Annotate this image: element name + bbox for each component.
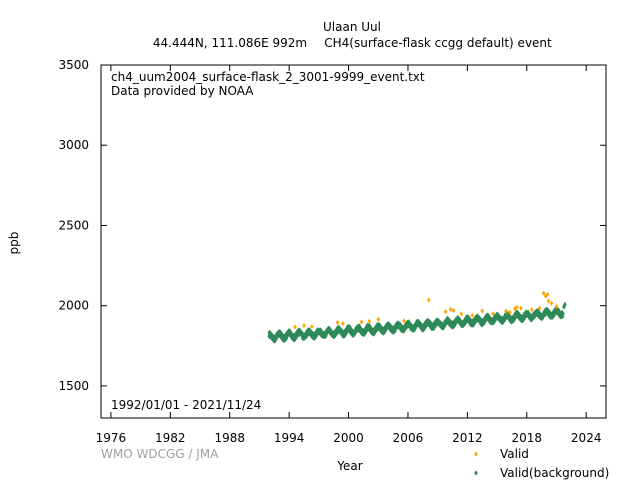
data-point-valid [545,291,550,298]
data-point-valid-background [431,326,436,332]
y-axis-label: ppb [7,232,21,255]
data-point-valid [508,309,512,316]
date-range-label: 1992/01/01 - 2021/11/24 [111,398,261,412]
data-point-valid [529,307,534,313]
data-point-valid [340,321,345,327]
data-point-valid [554,303,559,310]
data-point-valid [519,305,523,311]
x-tick-label: 1988 [214,431,245,445]
data-point-valid [443,309,448,315]
file-label: ch4_uum2004_surface-flask_2_3001-9999_ev… [111,70,425,84]
data-point-valid [541,290,546,296]
data-point-valid-background [550,314,555,320]
x-axis: 1976 1982 1988 1994 2000 2006 2012 2018 2024 [96,65,602,445]
data-point-valid [376,316,381,322]
x-tick-label: 1982 [155,431,186,445]
series-valid-background [267,301,567,344]
y-tick-label: 3000 [58,138,89,152]
data-point-valid [513,306,517,312]
x-tick-label: 2012 [452,431,483,445]
data-point-valid [302,322,306,329]
credit-label: WMO WDCGG / JMA [101,447,219,461]
data-point-valid [448,306,453,312]
data-point-valid [537,305,542,311]
data-point-valid [504,308,508,314]
x-tick-label: 1994 [274,431,305,445]
data-point-valid [491,311,495,317]
y-tick-label: 2500 [58,218,89,232]
chart-subtitle-species: CH4(surface-flask ccgg default) event [324,36,552,50]
data-point-valid-background [323,333,328,339]
data-point-valid-background [284,335,289,341]
data-point-valid-background [302,336,306,342]
data-point-valid [515,304,519,310]
y-tick-label: 2000 [58,299,89,313]
plot-area [100,64,607,419]
data-point-valid [359,319,364,325]
legend-valid-marker [474,451,478,457]
data-point-valid [546,298,551,304]
data-point-valid-background [421,326,426,333]
provider-label: Data provided by NOAA [111,84,254,98]
data-point-valid-background [561,310,565,317]
data-point-valid-background [445,315,450,321]
legend-valid-label: Valid [500,447,529,461]
chart-title: Ulaan Uul [323,20,381,34]
series-valid [293,290,559,330]
data-point-valid [402,318,406,324]
x-tick-label: 1976 [96,431,127,445]
data-point-valid [335,319,340,326]
data-point-valid [426,297,431,303]
x-tick-label: 2006 [393,431,424,445]
data-point-valid [293,324,297,330]
data-point-valid [470,312,475,318]
y-axis: 1500 2000 2500 3000 3500 [58,58,606,393]
data-point-valid [310,323,314,330]
x-tick-label: 2018 [512,431,543,445]
data-point-valid-background [556,307,561,314]
x-axis-label: Year [336,459,362,473]
data-point-valid [451,307,456,314]
legend-valid-background-label: Valid(background) [500,466,609,480]
y-tick-label: 1500 [58,379,89,393]
chart-subtitle-location: 44.444N, 111.086E 992m [153,36,307,50]
data-point-valid-background [335,330,339,336]
data-point-valid [459,311,464,317]
x-tick-label: 2000 [333,431,364,445]
x-tick-label: 2024 [571,431,602,445]
data-point-valid [549,300,554,306]
y-tick-label: 3500 [58,58,89,72]
data-point-valid [367,318,372,325]
data-point-valid [543,293,548,299]
legend-valid-background-marker [474,470,478,476]
legend: Valid Valid(background) [474,447,609,480]
data-point-valid [480,308,485,314]
data-point-valid-background [563,301,567,307]
data-point-valid-background [513,314,517,321]
